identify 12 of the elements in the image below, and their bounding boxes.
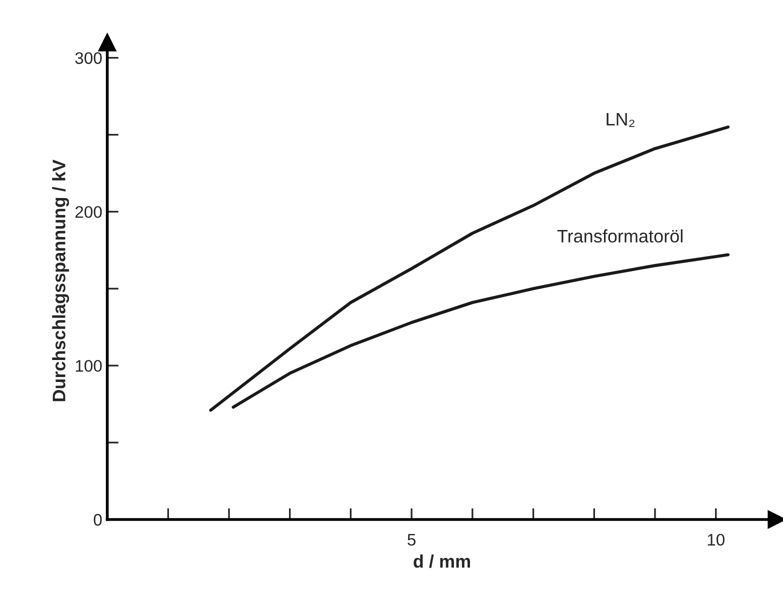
x-axis-title: d / mm	[414, 554, 470, 568]
y-tick-label: 100	[76, 360, 102, 372]
y-tick-label: 0	[94, 514, 102, 526]
y-axis-title: Durchschlagsspannung / kV	[52, 160, 70, 402]
y-tick-label: 300	[75, 52, 102, 64]
x-tick-label: 10	[708, 534, 724, 546]
series-label: LN₂	[606, 112, 634, 127]
line-series	[209, 126, 730, 412]
x-tick-label: 5	[408, 534, 416, 546]
line-series	[232, 253, 730, 409]
series-label: Transformatoröl	[557, 229, 682, 243]
y-tick-label: 200	[75, 206, 102, 218]
